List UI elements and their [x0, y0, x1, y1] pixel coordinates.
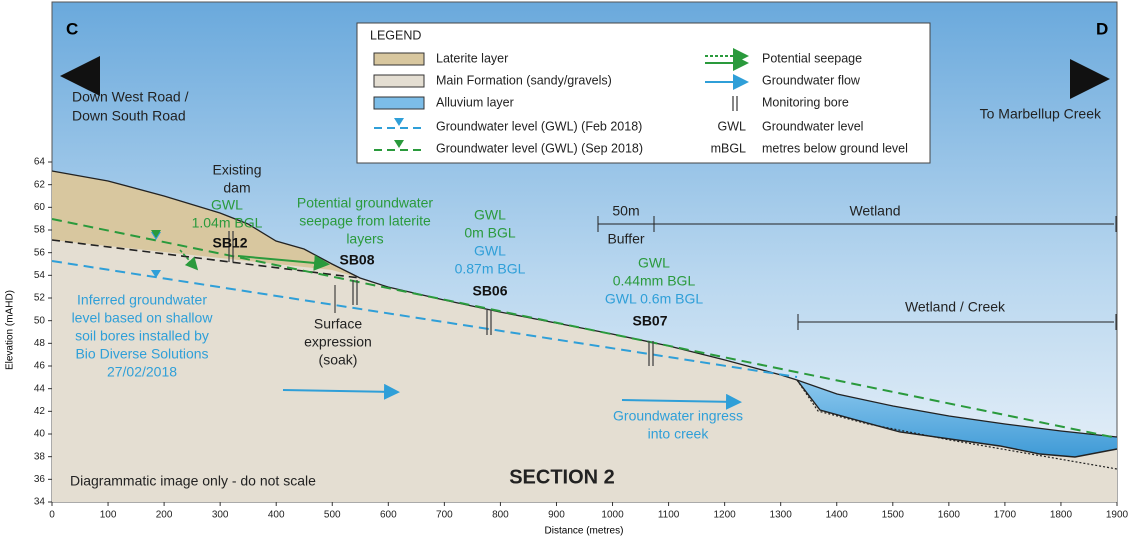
- legend-label: Potential seepage: [762, 51, 862, 65]
- annotation: GWL: [474, 207, 506, 223]
- annotation: into creek: [648, 426, 710, 442]
- x-tick-label: 1100: [658, 510, 680, 521]
- y-tick-label: 62: [34, 179, 46, 190]
- x-axis-label: Distance (metres): [545, 526, 624, 537]
- x-tick-label: 1600: [938, 510, 961, 521]
- annotation: 1.04m BGL: [192, 215, 263, 231]
- annotation: 0.87m BGL: [455, 261, 526, 277]
- x-tick-label: 1700: [994, 510, 1017, 521]
- x-tick-label: 1200: [714, 510, 737, 521]
- annotation: level based on shallow: [72, 310, 214, 326]
- x-tick-label: 600: [380, 510, 397, 521]
- legend-label: Groundwater level (GWL) (Feb 2018): [436, 119, 642, 133]
- corner-label: D: [1096, 19, 1108, 38]
- annotation: Existing: [212, 162, 261, 178]
- annotation: Potential groundwater: [297, 195, 434, 211]
- y-tick-label: 38: [34, 451, 46, 462]
- direction: To Marbellup Creek: [980, 106, 1102, 122]
- x-tick-label: 800: [492, 510, 509, 521]
- footer-note: Diagrammatic image only - do not scale: [70, 473, 316, 489]
- annotation: Wetland: [849, 203, 900, 219]
- y-tick-label: 48: [34, 338, 46, 349]
- annotation: layers: [346, 231, 383, 247]
- annotation: Bio Diverse Solutions: [75, 346, 208, 362]
- bore-name: SB07: [632, 313, 667, 329]
- legend-abbr: GWL: [718, 119, 747, 133]
- annotation: 27/02/2018: [107, 364, 177, 380]
- x-tick-label: 700: [436, 510, 453, 521]
- direction: Down West Road /: [72, 89, 189, 105]
- annotation: seepage from laterite: [299, 213, 431, 229]
- x-tick-label: 1300: [770, 510, 793, 521]
- annotation: GWL: [211, 197, 243, 213]
- x-tick-label: 200: [156, 510, 173, 521]
- annotation: (soak): [319, 352, 358, 368]
- annotation: GWL: [474, 243, 506, 259]
- bore-name: SB08: [339, 252, 374, 268]
- bore-name: SB12: [212, 235, 247, 251]
- legend-title: LEGEND: [370, 28, 421, 42]
- legend-swatch: [374, 97, 424, 109]
- annotation: 0m BGL: [464, 225, 516, 241]
- x-tick-label: 900: [548, 510, 565, 521]
- x-tick-label: 300: [212, 510, 229, 521]
- annotation: Buffer: [607, 231, 644, 247]
- x-tick-label: 1800: [1050, 510, 1073, 521]
- annotation: expression: [304, 334, 372, 350]
- annotation: 0.44mm BGL: [613, 273, 696, 289]
- annotation: GWL: [638, 255, 670, 271]
- legend-label: Groundwater level (GWL) (Sep 2018): [436, 141, 643, 155]
- legend-abbr: mBGL: [711, 141, 746, 155]
- legend: LEGEND Laterite layer Main Formation (sa…: [357, 23, 930, 163]
- corner-label: C: [66, 19, 78, 38]
- cross-section: LEGEND Laterite layer Main Formation (sa…: [0, 0, 1137, 540]
- y-tick-label: 60: [34, 202, 46, 213]
- x-tick-label: 400: [268, 510, 285, 521]
- y-tick-label: 58: [34, 225, 46, 236]
- y-tick-label: 36: [34, 474, 46, 485]
- annotation: Surface: [314, 316, 362, 332]
- x-tick-label: 100: [100, 510, 117, 521]
- annotation: Wetland / Creek: [905, 299, 1006, 315]
- legend-label: Alluvium layer: [436, 95, 514, 109]
- annotation: 50m: [612, 203, 639, 219]
- annotation: Groundwater ingress: [613, 408, 743, 424]
- legend-swatch: [374, 53, 424, 65]
- x-tick-label: 1500: [882, 510, 905, 521]
- y-tick-label: 40: [34, 429, 46, 440]
- section-title: SECTION 2: [509, 466, 615, 488]
- legend-label: Main Formation (sandy/gravels): [436, 73, 612, 87]
- y-tick-label: 54: [34, 270, 46, 281]
- y-tick-label: 34: [34, 497, 46, 508]
- legend-label: Laterite layer: [436, 51, 508, 65]
- x-tick-label: 500: [324, 510, 341, 521]
- direction: Down South Road: [72, 108, 186, 124]
- legend-label: metres below ground level: [762, 141, 908, 155]
- y-tick-label: 46: [34, 361, 46, 372]
- annotation: GWL 0.6m BGL: [605, 291, 704, 307]
- y-axis-label: Elevation (mAHD): [5, 290, 16, 370]
- y-tick-label: 42: [34, 406, 46, 417]
- legend-label: Groundwater flow: [762, 73, 861, 87]
- y-tick-label: 44: [34, 383, 46, 394]
- y-tick-label: 52: [34, 293, 46, 304]
- y-tick-label: 50: [34, 315, 46, 326]
- x-tick-label: 0: [49, 510, 55, 521]
- y-tick-label: 64: [34, 157, 46, 168]
- annotation: Inferred groundwater: [77, 292, 207, 308]
- bore-name: SB06: [472, 283, 507, 299]
- annotation: soil bores installed by: [75, 328, 209, 344]
- y-tick-label: 56: [34, 247, 46, 258]
- x-tick-label: 1400: [826, 510, 849, 521]
- legend-swatch: [374, 75, 424, 87]
- legend-label: Groundwater level: [762, 119, 863, 133]
- legend-label: Monitoring bore: [762, 95, 849, 109]
- annotation: dam: [223, 180, 250, 196]
- x-tick-label: 1000: [601, 510, 624, 521]
- x-tick-label: 1900: [1106, 510, 1129, 521]
